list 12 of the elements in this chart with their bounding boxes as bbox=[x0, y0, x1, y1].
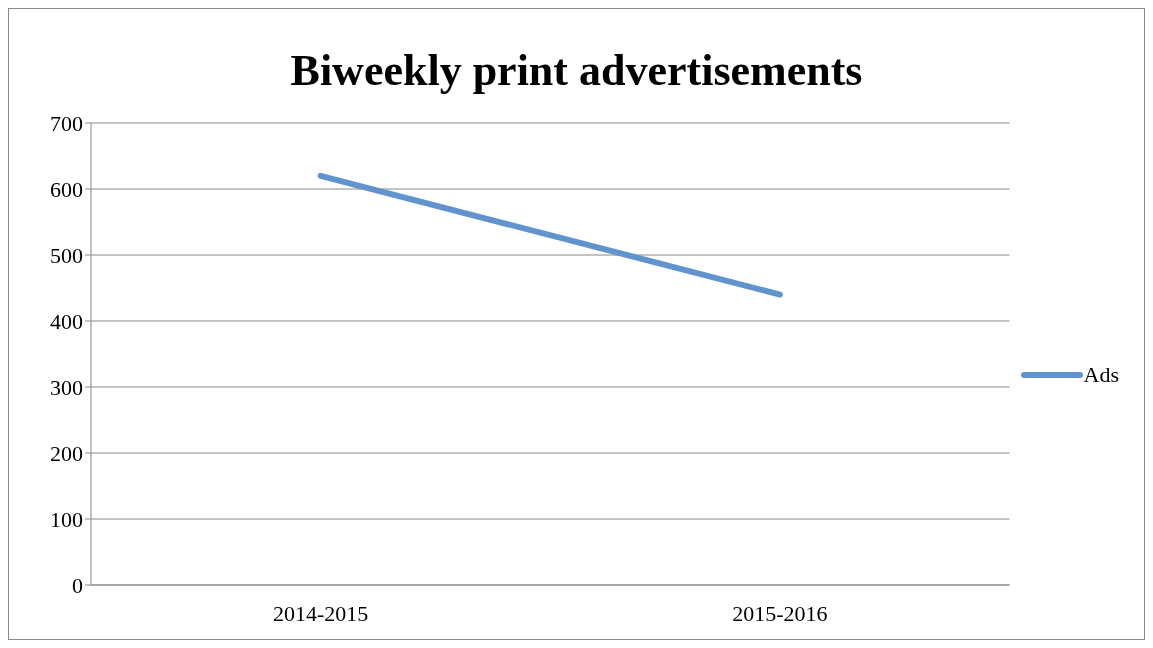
chart-title: Biweekly print advertisements bbox=[289, 45, 864, 97]
y-tick-label: 400 bbox=[50, 308, 83, 334]
y-tick-label: 500 bbox=[50, 242, 83, 268]
y-tick-label: 700 bbox=[50, 110, 83, 136]
y-tick-label: 600 bbox=[50, 176, 83, 202]
y-tick-label: 100 bbox=[50, 506, 83, 532]
y-tick-label: 200 bbox=[50, 440, 83, 466]
x-tick-label: 2014-2015 bbox=[272, 600, 369, 626]
legend-label: Ads bbox=[1083, 362, 1119, 388]
x-tick-label: 2015-2016 bbox=[732, 600, 828, 626]
y-tick-label: 0 bbox=[72, 572, 83, 598]
y-tick-label: 300 bbox=[50, 374, 83, 400]
